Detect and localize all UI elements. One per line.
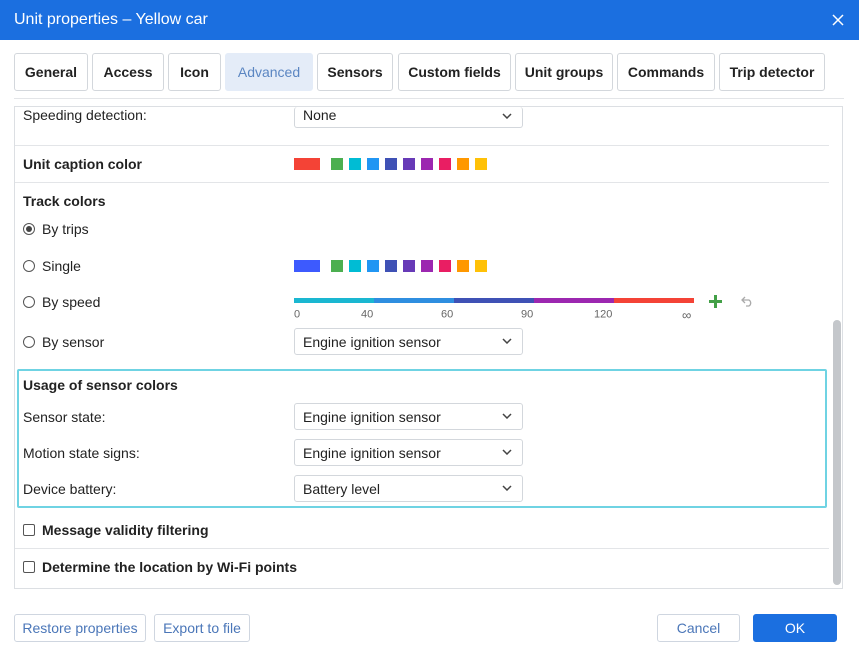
color-swatch[interactable] <box>331 158 343 170</box>
speed-label: 0 <box>294 308 301 321</box>
color-swatch[interactable] <box>349 260 361 272</box>
undo-button[interactable] <box>741 296 754 307</box>
field-label: Device battery: <box>23 481 117 497</box>
radio[interactable] <box>23 260 35 272</box>
color-swatch[interactable] <box>403 158 415 170</box>
button[interactable]: Restore properties <box>14 614 146 642</box>
speed-label: 40 <box>361 308 374 321</box>
selected-color[interactable] <box>294 260 320 272</box>
color-swatch[interactable] <box>331 260 343 272</box>
speed-segment <box>294 298 374 303</box>
field-label: Sensor state: <box>23 409 106 425</box>
divider <box>15 182 829 183</box>
section-title: Unit caption color <box>23 156 142 172</box>
speed-segment <box>374 298 454 303</box>
color-swatch[interactable] <box>439 158 451 170</box>
speed-label: ∞ <box>682 307 692 323</box>
checkbox[interactable] <box>23 524 35 536</box>
color-swatch[interactable] <box>385 158 397 170</box>
speed-segment <box>454 298 534 303</box>
color-swatch[interactable] <box>439 260 451 272</box>
color-swatch[interactable] <box>475 260 487 272</box>
tab[interactable]: Sensors <box>317 53 393 91</box>
button[interactable]: Cancel <box>657 614 740 642</box>
dropdown-value: Engine ignition sensor <box>303 444 441 461</box>
button[interactable]: Export to file <box>154 614 250 642</box>
radio[interactable] <box>23 336 35 348</box>
button-primary[interactable]: OK <box>753 614 837 642</box>
section-title: Usage of sensor colors <box>23 377 178 393</box>
dropdown-value: Battery level <box>303 480 381 497</box>
checkbox-label: Determine the location by Wi-Fi points <box>42 559 298 575</box>
scrollbar[interactable] <box>833 320 841 585</box>
radio-label: By sensor <box>42 334 105 350</box>
radio-label: Single <box>42 258 81 274</box>
color-swatch[interactable] <box>385 260 397 272</box>
tab[interactable]: Access <box>92 53 164 91</box>
radio-label: By speed <box>42 294 101 310</box>
tab[interactable]: Icon <box>168 53 221 91</box>
highlight-box <box>17 369 827 508</box>
content-panel <box>14 106 843 589</box>
divider <box>15 145 829 146</box>
tab[interactable]: General <box>14 53 88 91</box>
color-swatch[interactable] <box>421 158 433 170</box>
title-bar <box>0 0 859 40</box>
field-label: Speeding detection: <box>23 107 147 123</box>
checkbox-label: Message validity filtering <box>42 522 209 538</box>
divider <box>14 98 844 99</box>
speed-segment <box>534 298 614 303</box>
add-button[interactable] <box>709 295 722 308</box>
speed-label: 60 <box>441 308 454 321</box>
tab[interactable]: Commands <box>617 53 715 91</box>
color-swatch[interactable] <box>367 260 379 272</box>
close-button[interactable] <box>832 14 844 26</box>
dialog-title: Unit properties – Yellow car <box>14 11 208 28</box>
dropdown-value: Engine ignition sensor <box>303 408 441 425</box>
color-swatch[interactable] <box>403 260 415 272</box>
checkbox[interactable] <box>23 561 35 573</box>
dropdown[interactable]: Engine ignition sensor <box>294 439 523 466</box>
color-swatch[interactable] <box>349 158 361 170</box>
color-swatch[interactable] <box>421 260 433 272</box>
color-swatch[interactable] <box>475 158 487 170</box>
color-swatch[interactable] <box>457 260 469 272</box>
radio[interactable] <box>23 296 35 308</box>
tab[interactable]: Trip detector <box>719 53 825 91</box>
selected-color[interactable] <box>294 158 320 170</box>
dropdown[interactable]: None <box>294 107 523 128</box>
speed-label: 90 <box>521 308 534 321</box>
tab[interactable]: Custom fields <box>398 53 511 91</box>
radio-checked[interactable] <box>23 223 35 235</box>
radio-label: By trips <box>42 221 89 237</box>
color-swatch[interactable] <box>457 158 469 170</box>
speed-label: 120 <box>594 308 613 321</box>
dropdown[interactable]: Engine ignition sensor <box>294 328 523 355</box>
dropdown-value: Engine ignition sensor <box>303 333 441 350</box>
tab[interactable]: Unit groups <box>515 53 613 91</box>
color-swatch[interactable] <box>367 158 379 170</box>
field-label: Motion state signs: <box>23 445 140 461</box>
dropdown[interactable]: Engine ignition sensor <box>294 403 523 430</box>
section-title: Track colors <box>23 193 106 209</box>
tab-active[interactable]: Advanced <box>225 53 313 91</box>
speed-segment <box>614 298 694 303</box>
dropdown[interactable]: Battery level <box>294 475 523 502</box>
divider <box>15 548 829 549</box>
dropdown-value: None <box>303 107 337 123</box>
